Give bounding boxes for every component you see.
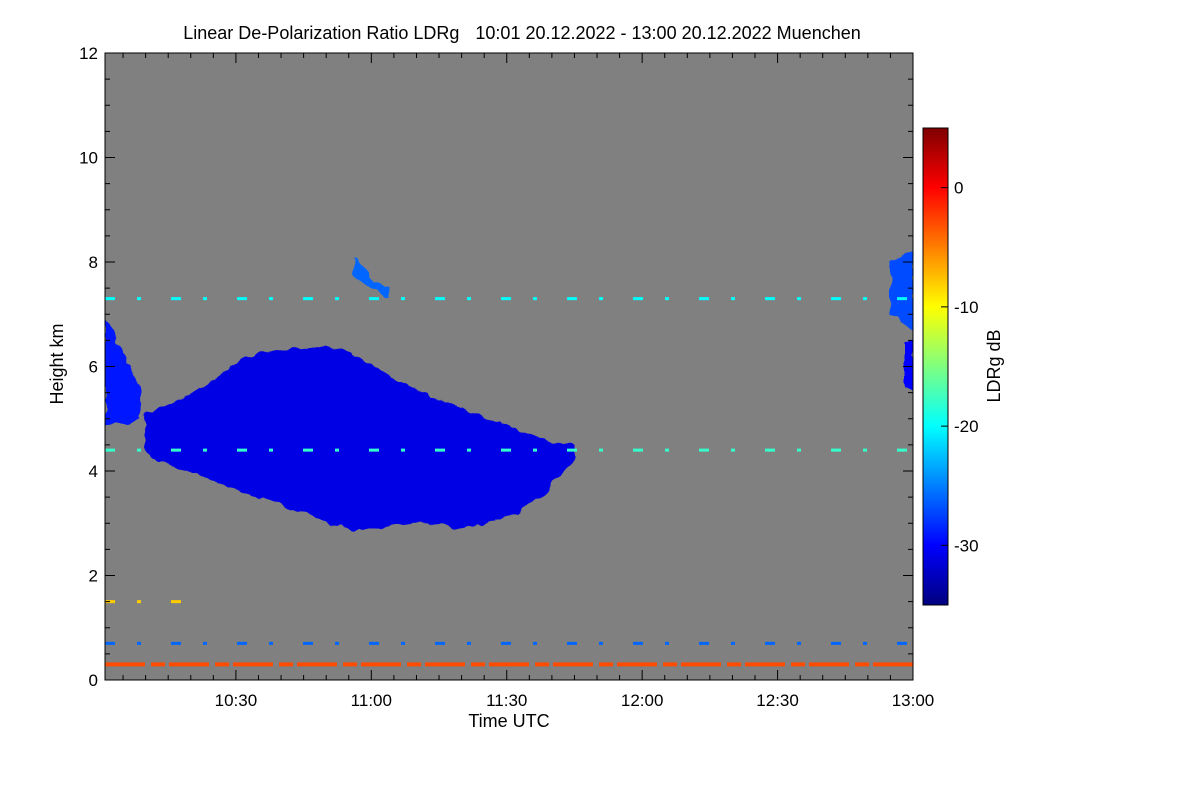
x-tick-label: 10:30 [215,691,258,710]
x-axis-label: Time UTC [468,711,549,731]
chart-title: Linear De-Polarization Ratio LDRg 10:01 2… [183,23,860,43]
y-tick-label: 6 [89,358,98,377]
colorbar-tick-label: 0 [954,179,963,198]
x-axis: 10:30 11:00 11:30 12:00 12:30 13:00 [122,53,935,710]
region-upper-left-cloud [105,314,142,424]
y-tick-label: 0 [89,671,98,690]
colorbar [922,127,949,606]
colorbar-tick-label: -20 [954,417,979,436]
y-tick-label: 10 [79,149,98,168]
y-axis: 0 2 4 6 8 10 12 [79,44,913,690]
y-axis-label: Height km [47,323,67,404]
y-tick-label: 2 [89,567,98,586]
region-right-edge-cloud-upper [890,251,913,330]
x-tick-label: 11:30 [486,691,527,710]
plot-background [105,53,913,680]
title-location: Muenchen [777,23,861,43]
region-cirrus-streak [353,256,390,299]
x-tick-label: 12:00 [621,691,664,710]
x-tick-label: 13:00 [892,691,935,710]
colorbar-tick-label: -10 [954,298,979,317]
y-tick-label: 12 [79,44,98,63]
colorbar-tick-label: -30 [954,536,979,555]
y-tick-label: 8 [89,253,98,272]
region-main-cloud [145,345,575,529]
colorbar-label: LDRg dB [984,329,1004,402]
data-layer [105,251,913,667]
title-time-range: 10:01 20.12.2022 - 13:00 20.12.2022 [475,23,771,43]
title-main: Linear De-Polarization Ratio LDRg [183,23,459,43]
y-tick-label: 4 [89,462,98,481]
colorbar-ticks: 0 -10 -20 -30 [941,179,979,555]
x-tick-label: 12:30 [756,691,799,710]
x-tick-label: 11:00 [351,691,392,710]
